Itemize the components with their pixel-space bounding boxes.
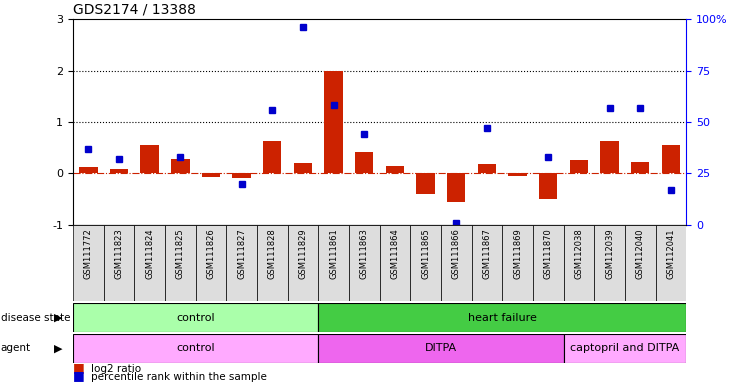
Bar (564, 225, 594, 301)
Text: ▶: ▶ (53, 343, 62, 354)
Bar (477, 164, 496, 173)
Text: disease state: disease state (1, 313, 70, 323)
Bar (171, 159, 190, 173)
Text: agent: agent (1, 343, 31, 354)
Text: GSM111825: GSM111825 (176, 228, 185, 279)
Bar (385, 166, 404, 173)
Bar (104, 225, 134, 301)
Bar (656, 225, 686, 301)
Text: heart failure: heart failure (468, 313, 537, 323)
Bar (226, 225, 257, 301)
Text: GSM111864: GSM111864 (391, 228, 399, 279)
Bar (318, 225, 349, 301)
Bar (508, 173, 527, 176)
Bar (73, 334, 318, 363)
Text: GSM111829: GSM111829 (299, 228, 307, 279)
Bar (134, 225, 165, 301)
Bar (110, 169, 128, 173)
Text: GSM111866: GSM111866 (452, 228, 461, 279)
Text: GSM111827: GSM111827 (237, 228, 246, 279)
Text: GSM111863: GSM111863 (360, 228, 369, 279)
Bar (140, 145, 159, 173)
Bar (380, 225, 410, 301)
Bar (472, 225, 502, 301)
Bar (594, 225, 625, 301)
Bar (410, 225, 441, 301)
Bar (318, 303, 686, 332)
Bar (569, 161, 588, 173)
Text: GSM111772: GSM111772 (84, 228, 93, 279)
Bar (288, 225, 318, 301)
Text: control: control (177, 313, 215, 323)
Text: GSM112041: GSM112041 (666, 228, 675, 279)
Text: GSM111869: GSM111869 (513, 228, 522, 279)
Text: ▶: ▶ (53, 313, 62, 323)
Bar (600, 141, 619, 173)
Bar (263, 141, 282, 173)
Bar (661, 145, 680, 173)
Text: GSM111870: GSM111870 (544, 228, 553, 279)
Text: GSM111823: GSM111823 (115, 228, 123, 279)
Text: ■: ■ (73, 361, 85, 374)
Text: GSM111826: GSM111826 (207, 228, 215, 279)
Text: captopril and DITPA: captopril and DITPA (570, 343, 680, 354)
Bar (447, 173, 466, 202)
Bar (631, 162, 650, 173)
Bar (416, 173, 435, 194)
Bar (201, 173, 220, 177)
Text: percentile rank within the sample: percentile rank within the sample (91, 372, 267, 382)
Bar (539, 173, 558, 199)
Text: log2 ratio: log2 ratio (91, 364, 142, 374)
Bar (625, 225, 656, 301)
Bar (502, 225, 533, 301)
Text: GSM111865: GSM111865 (421, 228, 430, 279)
Bar (318, 334, 564, 363)
Bar (564, 334, 686, 363)
Bar (533, 225, 564, 301)
Bar (324, 71, 343, 173)
Text: control: control (177, 343, 215, 354)
Text: DITPA: DITPA (425, 343, 457, 354)
Bar (349, 225, 380, 301)
Text: GDS2174 / 13388: GDS2174 / 13388 (73, 3, 196, 17)
Text: GSM111824: GSM111824 (145, 228, 154, 279)
Bar (293, 163, 312, 173)
Text: ■: ■ (73, 369, 85, 382)
Bar (73, 303, 318, 332)
Bar (232, 173, 251, 179)
Text: GSM112039: GSM112039 (605, 228, 614, 279)
Text: GSM111861: GSM111861 (329, 228, 338, 279)
Text: GSM111867: GSM111867 (483, 228, 491, 279)
Bar (257, 225, 288, 301)
Text: GSM112040: GSM112040 (636, 228, 645, 279)
Bar (196, 225, 226, 301)
Bar (79, 167, 98, 173)
Bar (165, 225, 196, 301)
Text: GSM112038: GSM112038 (575, 228, 583, 279)
Bar (441, 225, 472, 301)
Bar (73, 225, 104, 301)
Bar (355, 152, 374, 173)
Text: GSM111828: GSM111828 (268, 228, 277, 279)
